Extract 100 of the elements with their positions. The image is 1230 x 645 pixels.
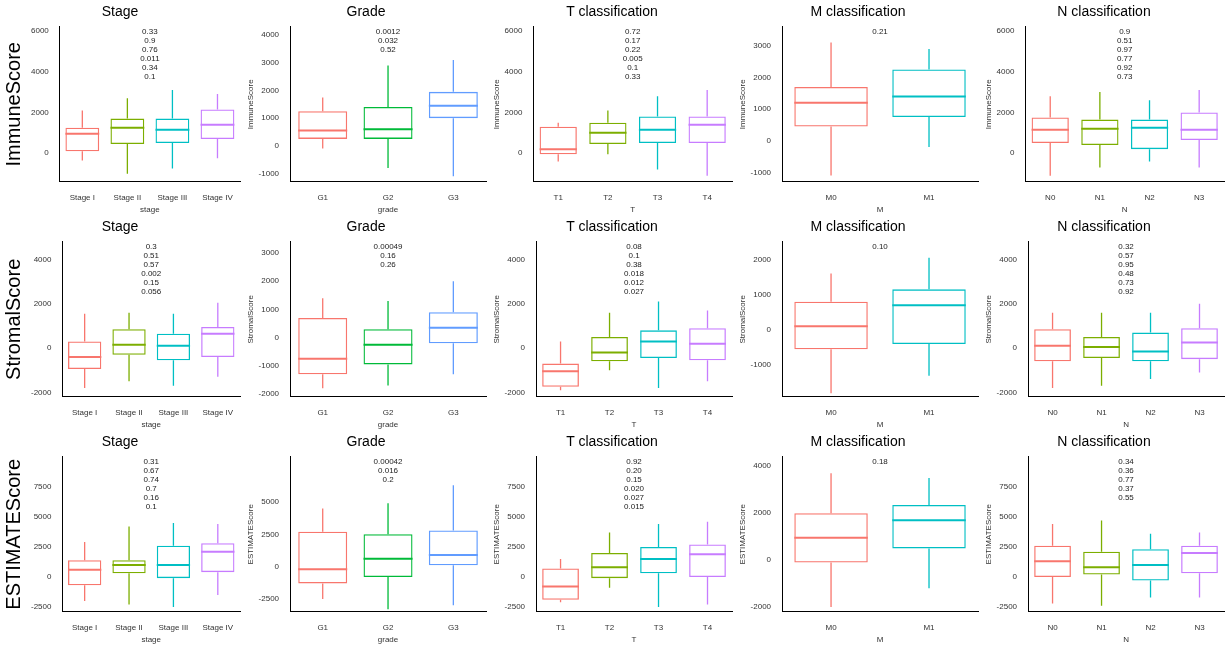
y-tick-label: 2000: [33, 299, 53, 308]
chart-title: Stage: [101, 433, 139, 450]
y-tick-label: 5000: [33, 512, 53, 522]
x-tick-label: N0: [1047, 407, 1059, 417]
x-axis-title: N: [1121, 205, 1128, 215]
annotation: 0.57: [143, 260, 160, 269]
annotation: 0.16: [380, 251, 397, 260]
y-tick-label: 3000: [753, 40, 772, 50]
y-tick-label: 2000: [753, 72, 772, 82]
y-tick-label: 6000: [31, 26, 50, 36]
y-tick-label: 4000: [261, 30, 280, 40]
annotation: 0.10: [872, 242, 889, 251]
y-tick-label: 3000: [261, 57, 280, 67]
y-tick-label: 0: [274, 332, 280, 342]
x-tick-label: G1: [317, 622, 329, 632]
annotation: 0.38: [626, 260, 643, 269]
chart-title: N classification: [1057, 433, 1151, 450]
chart-title: T classification: [566, 433, 658, 450]
annotation: 0.36: [1118, 466, 1135, 475]
y-tick-label: 0: [520, 572, 526, 582]
annotation: 0.17: [624, 36, 642, 45]
chart-title: M classification: [810, 433, 906, 450]
y-tick-label: 2500: [261, 529, 280, 539]
x-tick-label: N0: [1045, 192, 1056, 202]
chart-title: M classification: [810, 3, 906, 20]
y-tick-label: 0: [517, 148, 523, 158]
x-tick-label: M0: [825, 622, 838, 632]
annotation: 0.18: [872, 457, 889, 466]
y-axis-title: ImmuneScore: [246, 78, 255, 130]
x-tick-label: N1: [1096, 622, 1108, 632]
annotation: 0.08: [626, 242, 643, 251]
y-tick-label: -2000: [30, 387, 52, 397]
x-tick-label: N1: [1094, 192, 1106, 202]
chart-title: Grade: [346, 433, 386, 450]
annotation: 0.92: [1116, 63, 1134, 72]
y-tick-label: 2000: [507, 299, 526, 308]
y-tick-label: 5000: [507, 512, 526, 522]
y-tick-label: 0: [766, 325, 772, 335]
x-axis-title: T: [630, 205, 636, 215]
x-tick-label: T3: [653, 622, 664, 632]
y-tick-label: 0: [1009, 148, 1015, 158]
y-axis-title: ESTIMATEScore: [246, 503, 255, 565]
chart-title: M classification: [810, 218, 906, 235]
y-tick-label: 5000: [261, 497, 280, 507]
chart-title: N classification: [1057, 3, 1151, 20]
y-tick-label: 2000: [753, 508, 772, 518]
y-tick-label: 0: [1012, 343, 1018, 353]
chart-title: T classification: [566, 218, 658, 235]
annotation: 0.00042: [373, 457, 404, 466]
x-tick-label: Stage IV: [202, 192, 234, 202]
x-axis-title: grade: [377, 635, 399, 645]
y-tick-label: 0: [766, 555, 772, 565]
x-tick-label: G1: [317, 407, 329, 417]
annotation: 0.95: [1118, 260, 1135, 269]
x-tick-label: T1: [553, 192, 564, 202]
y-tick-label: -1000: [258, 361, 280, 370]
annotation: 0.056: [141, 287, 162, 296]
x-tick-label: M1: [923, 622, 936, 632]
x-tick-label: Stage II: [115, 622, 143, 632]
annotation: 0.32: [1118, 242, 1135, 251]
y-tick-label: -2500: [258, 594, 280, 604]
annotation: 0.55: [1118, 493, 1135, 502]
x-tick-label: T1: [555, 407, 566, 417]
y-axis-title: ESTIMATEScore: [1, 458, 24, 610]
y-tick-label: 2500: [33, 542, 53, 552]
annotation: 0.016: [378, 466, 399, 475]
x-tick-label: Stage III: [157, 192, 188, 202]
y-tick-label: 4000: [753, 461, 772, 471]
y-tick-label: 7500: [507, 482, 526, 492]
y-tick-label: 1000: [261, 304, 280, 314]
y-tick-label: 4000: [31, 66, 50, 76]
annotation: 0.31: [143, 457, 160, 466]
annotation: 0.032: [378, 36, 399, 45]
annotation: 0.1: [145, 502, 158, 511]
annotation: 0.1: [144, 72, 157, 81]
annotation: 0.002: [141, 269, 162, 278]
y-tick-label: 7500: [33, 482, 53, 492]
annotation: 0.21: [872, 27, 889, 36]
x-tick-label: N3: [1194, 192, 1205, 202]
x-tick-label: T3: [652, 192, 663, 202]
x-tick-label: N1: [1096, 407, 1108, 417]
y-tick-label: 0: [44, 148, 50, 158]
x-tick-label: T2: [603, 192, 614, 202]
y-tick-label: 2000: [261, 85, 280, 95]
annotation: 0.48: [1118, 269, 1135, 278]
y-axis-title: StromalScore: [492, 294, 501, 344]
annotation: 0.012: [624, 278, 645, 287]
x-axis-title: M: [876, 205, 884, 215]
y-tick-label: 2000: [31, 107, 50, 117]
x-tick-label: T4: [702, 407, 713, 417]
x-axis-title: T: [631, 420, 637, 430]
annotation: 0.22: [624, 45, 642, 54]
chart-title: N classification: [1057, 218, 1151, 235]
x-tick-label: T1: [555, 622, 566, 632]
y-tick-label: 1000: [261, 113, 280, 123]
annotation: 0.9: [1119, 27, 1131, 36]
x-tick-label: M0: [825, 407, 838, 417]
y-tick-label: 6000: [504, 26, 523, 36]
y-tick-label: 4000: [999, 254, 1018, 264]
y-axis-title: StromalScore: [738, 294, 747, 344]
